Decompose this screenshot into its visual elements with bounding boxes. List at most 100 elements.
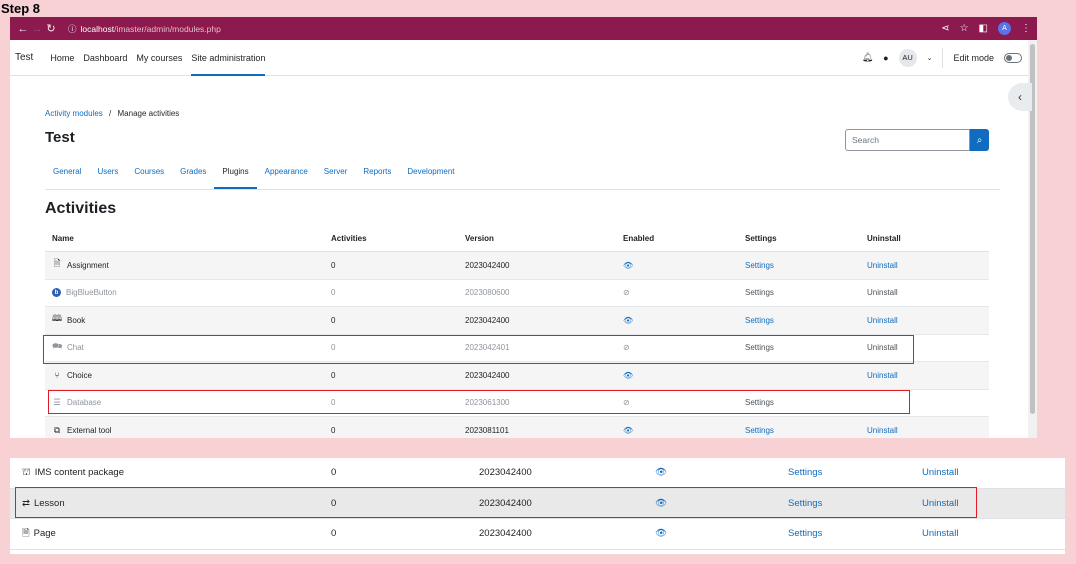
settings-link[interactable]: Settings bbox=[745, 398, 774, 408]
settings-link[interactable]: Settings bbox=[745, 260, 774, 270]
activity-count: 0 bbox=[331, 497, 337, 509]
module-name: Page bbox=[33, 528, 56, 540]
search-button[interactable]: ⌕ bbox=[970, 129, 989, 151]
divider bbox=[942, 47, 944, 68]
table-row: ⧉ External tool 0 2023081101 👁︎ Settings … bbox=[45, 417, 989, 438]
eye-icon[interactable]: 👁︎ bbox=[655, 467, 668, 479]
eye-slash-icon[interactable]: ⊘ bbox=[623, 398, 630, 408]
back-icon[interactable]: ← bbox=[17, 22, 29, 35]
browser-toolbar: ← → ↻ ⓘ localhost/imaster/admin/modules.… bbox=[10, 17, 1037, 40]
tab-courses[interactable]: Courses bbox=[134, 167, 165, 176]
block-drawer-toggle[interactable]: ‹ bbox=[1008, 83, 1032, 111]
tab-server[interactable]: Server bbox=[323, 167, 348, 176]
step-label: Step 8 bbox=[1, 1, 41, 16]
settings-link[interactable]: Settings bbox=[745, 425, 774, 435]
eye-slash-icon[interactable]: ⊘ bbox=[623, 343, 630, 353]
eye-icon[interactable]: 👁︎ bbox=[623, 425, 634, 435]
module-name: Choice bbox=[67, 370, 92, 380]
activity-count: 0 bbox=[331, 370, 336, 380]
activity-count: 0 bbox=[331, 467, 337, 479]
tab-development[interactable]: Development bbox=[407, 167, 455, 176]
settings-link[interactable]: Settings bbox=[788, 528, 823, 540]
nav-site-administration[interactable]: Site administration bbox=[191, 40, 266, 76]
nav-my-courses[interactable]: My courses bbox=[136, 52, 183, 63]
notification-bell-icon[interactable]: 🔔︎ bbox=[861, 52, 874, 62]
settings-link[interactable]: Settings bbox=[788, 497, 823, 509]
table-row: ⛫ IMS content package 0 2023042400 👁︎ Set… bbox=[10, 458, 1065, 489]
eye-icon[interactable]: 👁︎ bbox=[655, 528, 668, 540]
eye-slash-icon[interactable]: ⊘ bbox=[623, 288, 630, 298]
table-row: 🗪 Chat 0 2023042401 ⊘ Settings Uninstall bbox=[45, 335, 989, 362]
forward-icon[interactable]: → bbox=[31, 22, 43, 35]
scrollbar-thumb[interactable] bbox=[1030, 44, 1035, 414]
tab-plugins[interactable]: Plugins bbox=[214, 163, 257, 189]
uninstall-link[interactable]: Uninstall bbox=[867, 370, 898, 380]
url-host: localhost bbox=[80, 23, 115, 34]
uninstall-link[interactable]: Uninstall bbox=[867, 315, 898, 325]
assignment-icon: 🗎 bbox=[53, 258, 61, 269]
side-panel-icon[interactable]: ◧ bbox=[978, 23, 988, 34]
activity-count: 0 bbox=[331, 528, 337, 540]
module-version: 2023042400 bbox=[479, 528, 532, 540]
tab-users[interactable]: Users bbox=[97, 167, 119, 176]
user-avatar[interactable]: AU bbox=[898, 48, 917, 67]
module-version: 2023042400 bbox=[479, 467, 532, 479]
uninstall-link[interactable]: Uninstall bbox=[867, 260, 898, 270]
eye-icon[interactable]: 👁︎ bbox=[623, 315, 634, 325]
profile-avatar[interactable]: A bbox=[998, 22, 1011, 35]
section-title: Activities bbox=[45, 200, 117, 217]
activities-table-continued: ⛫ IMS content package 0 2023042400 👁︎ Set… bbox=[10, 458, 1065, 550]
eye-icon[interactable]: 👁︎ bbox=[623, 370, 634, 380]
settings-link[interactable]: Settings bbox=[788, 467, 823, 479]
col-version: Version bbox=[465, 233, 494, 243]
uninstall-link[interactable]: Uninstall bbox=[922, 497, 959, 509]
table-row: 🗎 Assignment 0 2023042400 👁︎ Settings Uni… bbox=[45, 252, 989, 280]
col-enabled: Enabled bbox=[623, 233, 655, 243]
nav-home[interactable]: Home bbox=[50, 52, 75, 63]
tab-general[interactable]: General bbox=[53, 167, 82, 176]
bookmark-star-icon[interactable]: ☆ bbox=[959, 23, 969, 34]
chevron-down-icon[interactable]: ⌄ bbox=[926, 54, 933, 62]
settings-link[interactable]: Settings bbox=[745, 315, 774, 325]
messages-icon[interactable]: ● bbox=[883, 52, 889, 63]
settings-link[interactable]: Settings bbox=[745, 343, 774, 353]
table-row: ⑂ Choice 0 2023042400 👁︎ Uninstall bbox=[45, 362, 989, 390]
tab-appearance[interactable]: Appearance bbox=[264, 167, 308, 176]
uninstall-link[interactable]: Uninstall bbox=[867, 288, 898, 298]
eye-icon[interactable]: 👁︎ bbox=[655, 497, 668, 509]
menu-kebab-icon[interactable]: ⋮ bbox=[1021, 23, 1031, 34]
settings-link[interactable]: Settings bbox=[745, 288, 774, 298]
activity-count: 0 bbox=[331, 315, 336, 325]
moodle-navbar: Test Home Dashboard My courses Site admi… bbox=[10, 40, 1028, 76]
module-name: Chat bbox=[67, 343, 84, 353]
address-bar[interactable]: ⓘ localhost/imaster/admin/modules.php bbox=[68, 23, 221, 35]
uninstall-link[interactable]: Uninstall bbox=[867, 425, 898, 435]
tab-grades[interactable]: Grades bbox=[180, 167, 207, 176]
search-input[interactable]: Search bbox=[845, 129, 970, 151]
chevron-left-icon: ‹ bbox=[1018, 90, 1022, 104]
activity-count: 0 bbox=[331, 398, 336, 408]
info-icon[interactable]: ⓘ bbox=[68, 23, 77, 34]
activities-table: Name Activities Version Enabled Settings… bbox=[45, 225, 989, 438]
screenshot-bottom: ⛫ IMS content package 0 2023042400 👁︎ Set… bbox=[10, 458, 1065, 554]
tab-reports[interactable]: Reports bbox=[363, 167, 392, 176]
search-icon: ⌕ bbox=[976, 134, 983, 146]
module-version: 2023042400 bbox=[465, 370, 510, 380]
url-path: /imaster/admin/modules.php bbox=[114, 23, 221, 34]
nav-dashboard[interactable]: Dashboard bbox=[83, 52, 128, 63]
chat-icon: 🗪 bbox=[52, 340, 63, 351]
uninstall-link[interactable]: Uninstall bbox=[922, 528, 959, 540]
reload-icon[interactable]: ↻ bbox=[46, 23, 56, 35]
uninstall-link[interactable]: Uninstall bbox=[922, 467, 959, 479]
module-version: 2023042401 bbox=[465, 343, 510, 353]
eye-icon[interactable]: 👁︎ bbox=[623, 260, 634, 270]
uninstall-link[interactable]: Uninstall bbox=[867, 343, 898, 353]
table-row: ☰ Database 0 2023061300 ⊘ Settings bbox=[45, 390, 989, 417]
breadcrumb-activity-modules[interactable]: Activity modules bbox=[45, 109, 103, 118]
activity-count: 0 bbox=[331, 288, 336, 298]
page-scrollbar[interactable] bbox=[1028, 40, 1037, 438]
site-name[interactable]: Test bbox=[15, 52, 34, 63]
share-icon[interactable]: ⋖ bbox=[941, 23, 950, 34]
breadcrumb-current: Manage activities bbox=[117, 109, 180, 118]
edit-mode-toggle[interactable] bbox=[1004, 52, 1022, 63]
